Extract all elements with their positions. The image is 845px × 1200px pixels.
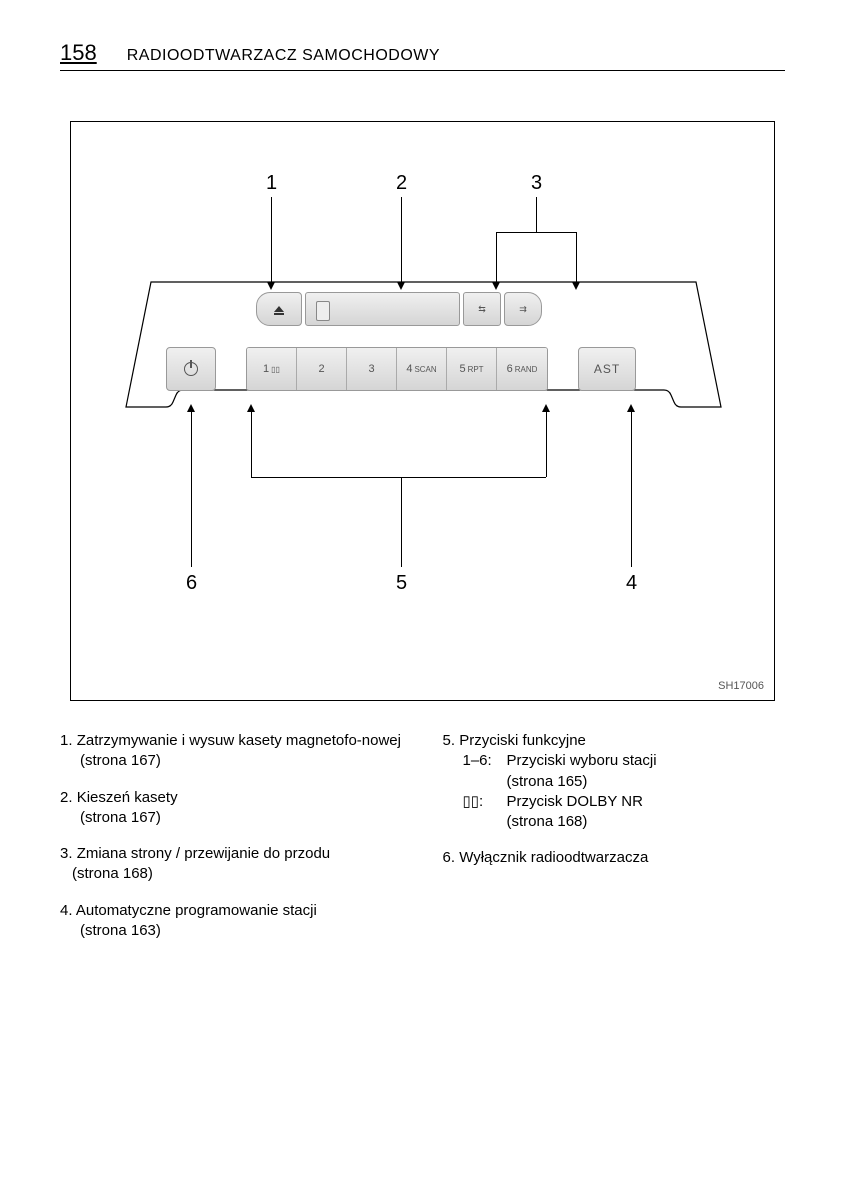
figure-code: SH17006: [718, 680, 764, 692]
arrow-icon: [542, 404, 550, 412]
forward-icon: ⇉: [519, 304, 527, 315]
legend-item: 1. Zatrzymywanie i wysuw kasety magnetof…: [60, 731, 403, 772]
legend-col-left: 1. Zatrzymywanie i wysuw kasety magnetof…: [60, 731, 403, 957]
arrow-icon: [187, 404, 195, 412]
preset-6-button[interactable]: 6RAND: [497, 348, 547, 390]
callout-line: [546, 412, 547, 477]
page-title: RADIOODTWARZACZ SAMOCHODOWY: [127, 47, 440, 65]
legend-item: 2. Kieszeń kasety (strona 167): [60, 788, 403, 829]
callout-bottom-5: 5: [396, 572, 407, 595]
rewind-button[interactable]: ⇆: [463, 292, 501, 326]
callout-bottom-6: 6: [186, 572, 197, 595]
callout-line: [251, 477, 546, 478]
power-icon: [184, 362, 198, 376]
callout-line: [496, 232, 576, 233]
legend-item: 4. Automatyczne programowanie stacji (st…: [60, 901, 403, 942]
legend-col-right: 5. Przyciski funkcyjne 1–6: Przyciski wy…: [443, 731, 786, 957]
top-button-row: ⇆ ⇉: [256, 292, 542, 326]
callout-line: [576, 232, 577, 282]
ast-button[interactable]: AST: [578, 347, 636, 391]
callout-top-3: 3: [531, 172, 542, 195]
power-button[interactable]: [166, 347, 216, 391]
callout-line: [251, 412, 252, 477]
callout-line: [401, 477, 402, 567]
callout-line: [496, 232, 497, 282]
arrow-icon: [627, 404, 635, 412]
legend-item: 5. Przyciski funkcyjne 1–6: Przyciski wy…: [443, 731, 786, 832]
page-header: 158 RADIOODTWARZACZ SAMOCHODOWY: [60, 40, 785, 71]
callout-top-2: 2: [396, 172, 407, 195]
eject-icon: [274, 306, 284, 312]
callout-line: [271, 197, 272, 282]
bottom-button-row: 1▯▯ 2 3 4SCAN 5RPT 6RAND AST: [166, 347, 636, 391]
legend-item: 3. Zmiana strony / przewijanie do przodu…: [60, 844, 403, 885]
figure-box: 1 2 3 ⇆ ⇉ 1▯▯ 2 3: [70, 121, 775, 701]
preset-3-button[interactable]: 3: [347, 348, 397, 390]
callout-line: [401, 197, 402, 282]
preset-2-button[interactable]: 2: [297, 348, 347, 390]
callout-line: [631, 412, 632, 567]
cassette-slot[interactable]: [305, 292, 460, 326]
page-number: 158: [60, 40, 97, 66]
preset-4-button[interactable]: 4SCAN: [397, 348, 447, 390]
arrow-icon: [247, 404, 255, 412]
legend: 1. Zatrzymywanie i wysuw kasety magnetof…: [60, 731, 785, 957]
preset-1-button[interactable]: 1▯▯: [247, 348, 297, 390]
preset-5-button[interactable]: 5RPT: [447, 348, 497, 390]
eject-button[interactable]: [256, 292, 302, 326]
callout-bottom-4: 4: [626, 572, 637, 595]
legend-item: 6. Wyłącznik radioodtwarzacza: [443, 848, 786, 868]
callout-top-1: 1: [266, 172, 277, 195]
preset-group: 1▯▯ 2 3 4SCAN 5RPT 6RAND: [246, 347, 548, 391]
callout-line: [536, 197, 537, 232]
callout-line: [191, 412, 192, 567]
forward-button[interactable]: ⇉: [504, 292, 542, 326]
rewind-icon: ⇆: [478, 304, 486, 315]
